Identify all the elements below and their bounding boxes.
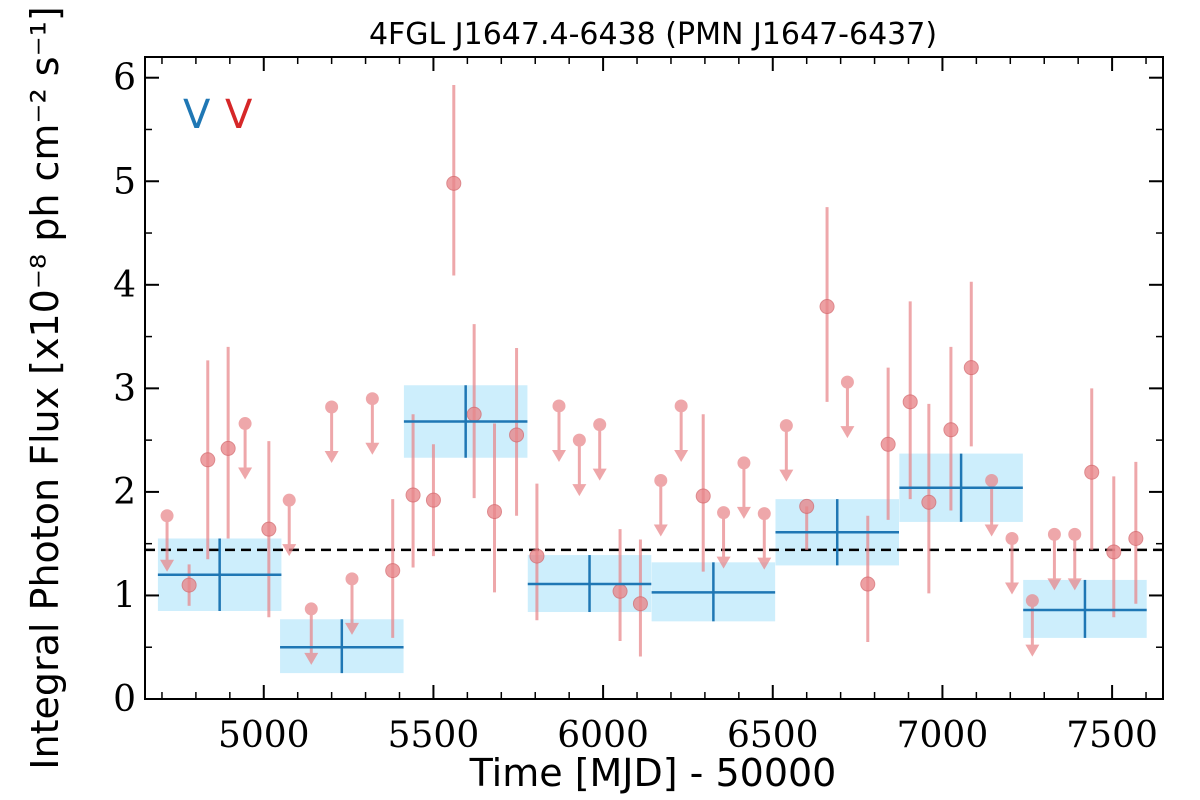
monthly-upper-limit-4 (324, 400, 339, 463)
monthly-upper-limit-18 (1004, 532, 1019, 595)
monthly-upper-limit-10 (653, 474, 668, 537)
y-axis-label: Integral Photon Flux [x10⁻⁸ ph cm⁻² s⁻¹] (23, 6, 67, 769)
monthly-detection-point-16 (819, 299, 835, 315)
chart-title: 4FGL J1647.4-6438 (PMN J1647-6437) (369, 17, 937, 52)
monthly-upper-limit-6 (365, 392, 380, 455)
monthly-upper-limit-11 (674, 399, 689, 462)
monthly-detection-point-9 (487, 504, 503, 520)
monthly-upper-limit-16 (840, 375, 855, 439)
monthly-detection-point-25 (1128, 531, 1144, 546)
monthly-detection-point-2 (220, 440, 236, 456)
monthly-upper-limit-2 (282, 493, 297, 557)
monthly-detection-point-17 (860, 576, 876, 592)
monthly-upper-limit-21 (1067, 527, 1082, 591)
monthly-detection-point-7 (446, 175, 462, 191)
y-tick-label-3: 3 (113, 368, 136, 409)
monthly-detection-point-5 (405, 487, 421, 503)
x-tick-label-1: 5500 (388, 715, 480, 756)
monthly-detection-point-8 (466, 406, 482, 422)
x-tick-label-5: 7500 (1066, 715, 1158, 756)
legend-marker-binned: V (183, 92, 211, 138)
monthly-upper-limit-14 (757, 507, 772, 570)
monthly-detection-point-11 (529, 548, 545, 564)
monthly-detection-point-18 (880, 436, 896, 452)
monthly-detection-point-14 (695, 488, 711, 504)
y-tick-label-5: 5 (113, 161, 136, 202)
x-tick-label-2: 6000 (557, 715, 649, 756)
y-tick-label-2: 2 (113, 472, 136, 513)
x-tick-label-3: 6500 (727, 715, 819, 756)
monthly-detection-point-12 (612, 583, 628, 599)
monthly-detection-point-10 (509, 427, 525, 443)
monthly-upper-limit-12 (716, 506, 731, 569)
monthly-detection-point-24 (1106, 544, 1122, 560)
monthly-detection-point-6 (425, 492, 441, 508)
monthly-detection-point-4 (385, 563, 401, 579)
monthly-upper-limit-5 (344, 572, 359, 635)
monthly-upper-limit-0 (160, 509, 175, 572)
legend-marker-monthly: V (225, 92, 253, 138)
y-tick-label-6: 6 (113, 58, 136, 99)
monthly-upper-limit-8 (572, 433, 587, 497)
monthly-upper-limit-15 (779, 419, 794, 482)
y-tick-label-0: 0 (113, 679, 136, 720)
monthly-detection-point-15 (799, 498, 815, 514)
monthly-detection-point-23 (1084, 464, 1100, 480)
monthly-detection-point-0 (181, 577, 197, 593)
y-tick-label-4: 4 (113, 265, 136, 306)
monthly-upper-limit-13 (736, 456, 751, 519)
monthly-detection-point-20 (921, 494, 937, 510)
monthly-upper-limit-19 (1025, 594, 1040, 657)
x-tick-label-0: 5000 (218, 715, 310, 756)
monthly-detection-point-21 (943, 422, 959, 438)
monthly-upper-limit-9 (592, 418, 607, 481)
monthly-detection-point-22 (963, 360, 979, 376)
x-tick-label-4: 7000 (897, 715, 989, 756)
monthly-upper-limit-1 (238, 417, 253, 480)
monthly-upper-limit-20 (1047, 527, 1062, 591)
monthly-upper-limit-3 (304, 602, 319, 665)
y-tick-label-1: 1 (113, 575, 136, 616)
plot-frame (144, 56, 1164, 700)
monthly-detection-point-19 (902, 394, 918, 410)
monthly-detection-point-1 (200, 452, 216, 468)
x-axis-label: Time [MJD] - 50000 (469, 751, 837, 795)
monthly-detection-point-13 (632, 596, 648, 612)
monthly-upper-limit-7 (551, 399, 566, 462)
legend: V V (183, 92, 253, 138)
monthly-detection-point-3 (261, 521, 277, 537)
